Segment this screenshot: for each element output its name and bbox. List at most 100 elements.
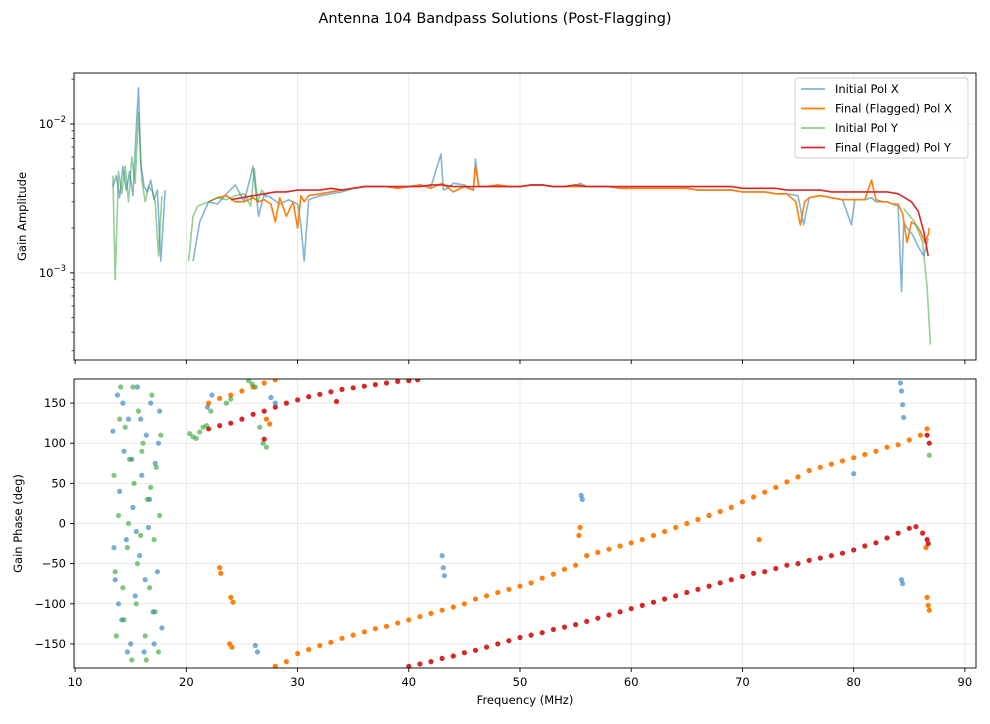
phase-point-initial-pol-y	[257, 424, 263, 430]
phase-point-final-flagged-pol-y	[706, 583, 712, 589]
phase-point-final-flagged-pol-x	[873, 448, 879, 454]
phase-point-initial-pol-y	[260, 440, 266, 446]
phase-point-initial-pol-x	[130, 504, 136, 510]
phase-point-final-flagged-pol-x	[606, 546, 612, 552]
phase-point-initial-pol-x	[141, 649, 147, 655]
phase-point-final-flagged-pol-x	[756, 537, 762, 543]
phase-point-initial-pol-x	[124, 649, 130, 655]
x-tick-label: 10	[68, 675, 83, 689]
phase-point-initial-pol-y	[134, 561, 140, 567]
phase-point-initial-pol-x	[139, 472, 145, 478]
phase-point-initial-pol-y	[263, 444, 269, 450]
phase-point-initial-pol-y	[153, 464, 159, 470]
phase-point-final-flagged-pol-x	[229, 644, 235, 650]
phase-point-final-flagged-pol-x	[884, 444, 890, 450]
phase-point-final-flagged-pol-x	[773, 484, 779, 490]
phase-point-final-flagged-pol-x	[372, 626, 378, 632]
phase-point-final-flagged-pol-x	[828, 461, 835, 467]
phase-point-initial-pol-x	[898, 577, 905, 583]
phase-point-final-flagged-pol-y	[913, 524, 919, 530]
phase-point-final-flagged-pol-x	[639, 537, 645, 543]
phase-point-initial-pol-x	[154, 569, 160, 575]
phase-point-initial-pol-x	[114, 392, 120, 398]
x-tick-label: 30	[290, 675, 305, 689]
phase-point-final-flagged-pol-y	[517, 634, 523, 641]
phase-point-final-flagged-pol-x	[926, 607, 932, 613]
phase-point-initial-pol-y	[124, 545, 130, 551]
legend-label: Initial Pol Y	[835, 121, 899, 135]
phase-point-final-flagged-pol-y	[662, 596, 668, 602]
phase-point-initial-pol-y	[115, 512, 122, 519]
phase-point-initial-pol-x	[898, 388, 905, 394]
phase-point-final-flagged-pol-x	[206, 400, 212, 406]
phase-point-initial-pol-x	[441, 573, 447, 579]
phase-point-final-flagged-pol-x	[217, 565, 223, 571]
phase-point-initial-pol-y	[118, 384, 124, 390]
phase-point-final-flagged-pol-y	[395, 379, 401, 384]
phase-point-final-flagged-pol-x	[263, 416, 269, 422]
phase-point-final-flagged-pol-y	[895, 530, 901, 536]
phase-point-final-flagged-pol-x	[306, 646, 312, 653]
phase-point-initial-pol-y	[228, 396, 234, 402]
amp-line-final-flagged-pol-y	[230, 184, 929, 257]
phase-point-initial-pol-x	[897, 380, 904, 386]
phase-point-final-flagged-pol-x	[361, 629, 367, 635]
phase-point-final-flagged-pol-y	[406, 379, 412, 384]
phase-point-initial-pol-y	[129, 657, 135, 663]
phase-point-final-flagged-pol-x	[573, 562, 579, 568]
phase-point-final-flagged-pol-y	[839, 550, 846, 556]
phase-point-initial-pol-x	[138, 416, 144, 422]
phase-point-final-flagged-pol-x	[728, 504, 734, 510]
legend-box	[794, 77, 969, 159]
phase-point-final-flagged-pol-x	[383, 623, 390, 629]
phase-point-initial-pol-y	[187, 431, 193, 437]
phase-point-final-flagged-pol-x	[484, 593, 490, 599]
amp-axes-frame	[73, 72, 977, 361]
phase-point-final-flagged-pol-x	[628, 540, 634, 546]
phase-y-axis-label: Gain Phase (deg)	[11, 474, 25, 573]
phase-point-final-flagged-pol-x	[218, 570, 224, 576]
phase-point-final-flagged-pol-x	[895, 442, 901, 448]
phase-point-final-flagged-pol-y	[506, 638, 512, 644]
phase-point-initial-pol-x	[132, 593, 138, 599]
phase-point-initial-pol-y	[135, 408, 142, 414]
phase-point-initial-pol-x	[110, 428, 116, 434]
phase-y-tick-label: 0	[59, 517, 66, 531]
phase-point-final-flagged-pol-y	[739, 573, 746, 580]
phase-point-final-flagged-pol-y	[317, 391, 323, 397]
phase-point-final-flagged-pol-y	[584, 618, 590, 625]
phase-point-initial-pol-x	[120, 400, 126, 406]
phase-point-final-flagged-pol-x	[862, 451, 868, 458]
phase-point-final-flagged-pol-x	[851, 455, 857, 461]
phase-point-final-flagged-pol-x	[673, 524, 679, 531]
phase-y-tick-label: −100	[34, 597, 66, 611]
phase-point-final-flagged-pol-y	[450, 653, 456, 659]
x-tick-label: 20	[179, 675, 194, 689]
x-tick-label: 60	[624, 675, 639, 689]
phase-point-final-flagged-pol-x	[751, 494, 757, 500]
phase-point-final-flagged-pol-y	[550, 626, 557, 633]
phase-point-final-flagged-pol-y	[617, 609, 623, 615]
legend-label: Final (Flagged) Pol X	[835, 102, 952, 116]
phase-point-final-flagged-pol-y	[925, 541, 931, 547]
phase-point-final-flagged-pol-y	[461, 650, 467, 656]
phase-point-final-flagged-pol-y	[828, 553, 835, 559]
x-tick-label: 50	[513, 675, 528, 689]
phase-point-final-flagged-pol-y	[261, 436, 267, 442]
phase-point-final-flagged-pol-y	[417, 661, 423, 667]
phase-point-final-flagged-pol-y	[239, 416, 245, 422]
phase-point-final-flagged-pol-y	[873, 540, 879, 546]
phase-point-initial-pol-x	[272, 400, 278, 406]
phase-point-initial-pol-y	[125, 520, 132, 527]
phase-point-final-flagged-pol-x	[550, 571, 557, 577]
phase-point-final-flagged-pol-y	[851, 547, 857, 553]
phase-point-final-flagged-pol-y	[684, 589, 690, 596]
phase-point-initial-pol-x	[900, 402, 906, 408]
phase-point-final-flagged-pol-x	[717, 508, 723, 515]
legend-label: Initial Pol X	[835, 82, 899, 96]
phase-point-final-flagged-pol-y	[283, 400, 289, 406]
phase-point-initial-pol-x	[851, 471, 857, 477]
phase-point-final-flagged-pol-y	[383, 380, 390, 386]
amp-y-tick-base: 10	[39, 266, 54, 280]
